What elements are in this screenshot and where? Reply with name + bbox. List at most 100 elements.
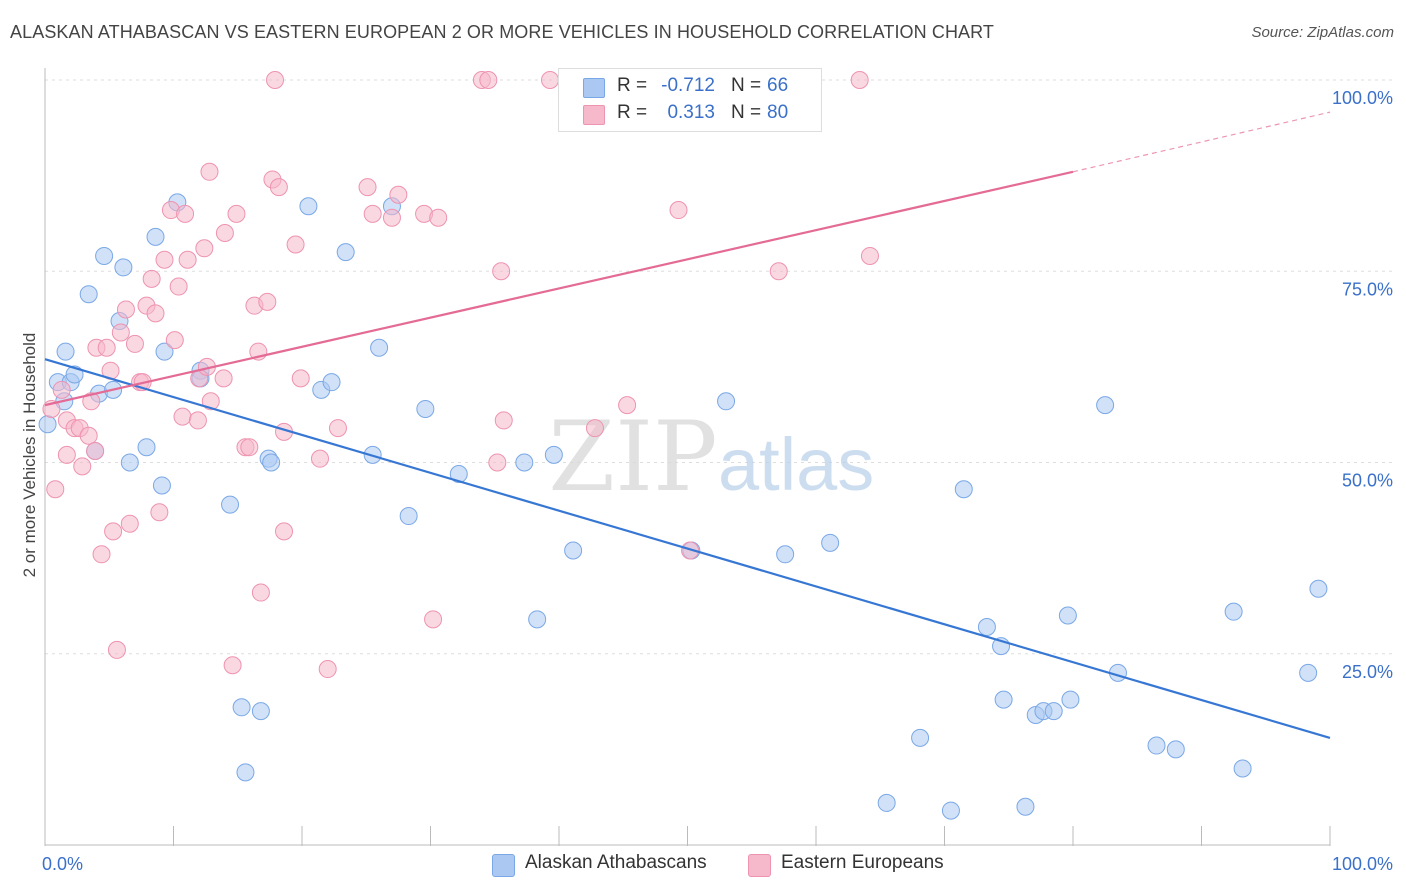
athabascan-point [1058,606,1077,625]
n-value: 80 [767,102,789,123]
athabascan-point [776,545,795,564]
athabascan-point [941,801,960,820]
eastern-european-point [169,277,188,296]
eastern-european-point [201,392,220,411]
trendline-eastern-european-extension [1072,111,1331,173]
eastern-european-point [120,514,139,533]
n-label: N = [731,75,762,96]
eastern-european-point [618,396,637,415]
r-value: -0.712 [661,75,715,96]
legend-swatch-athabascan [492,854,515,877]
athabascan-point [821,533,840,552]
athabascan-point [1233,759,1252,778]
eastern-european-point [585,419,604,438]
source-label: Source: ZipAtlas.com [1251,24,1394,41]
eastern-european-point [860,246,879,265]
athabascan-point [152,476,171,495]
eastern-european-point [240,438,259,457]
n-label: N = [731,102,762,123]
eastern-european-point [176,204,195,223]
eastern-european-point [97,338,116,357]
eastern-european-point [269,178,288,197]
eastern-european-point [92,545,111,564]
eastern-european-point [328,419,347,438]
trendline-athabascan [44,358,1331,739]
athabascan-point [717,392,736,411]
athabascan-point [994,690,1013,709]
eastern-european-point [227,204,246,223]
athabascan-point [155,342,174,361]
eastern-european-point [681,541,700,560]
eastern-european-point [494,411,513,430]
eastern-european-point [850,71,869,89]
eastern-european-point [150,503,169,522]
athabascan-point [370,338,389,357]
eastern-european-point [46,480,65,499]
athabascan-point [120,453,139,472]
watermark-atlas: atlas [718,423,874,506]
eastern-european-point [165,331,184,350]
eastern-european-point [82,392,101,411]
athabascan-point [911,728,930,747]
eastern-european-point [142,269,161,288]
athabascan-point [1147,736,1166,755]
eastern-european-point [479,71,498,89]
athabascan-point [954,480,973,499]
eastern-european-point [73,457,92,476]
eastern-european-point [125,334,144,353]
athabascan-point [877,793,896,812]
eastern-european-point [258,292,277,311]
eastern-european-point [104,522,123,541]
eastern-european-point [769,262,788,281]
gridlines [45,79,1395,655]
athabascan-point [336,243,355,262]
eastern-european-point [310,449,329,468]
legend-label: Alaskan Athabascans [525,852,707,873]
eastern-european-point [291,369,310,388]
athabascan-point [1224,602,1243,621]
watermark-zip: ZIP [548,401,717,513]
eastern-european-point [111,323,130,342]
chart-title: ALASKAN ATHABASCAN VS EASTERN EUROPEAN 2… [10,22,995,42]
x-tick-label: 0.0% [42,854,83,874]
athabascan-point [322,373,341,392]
athabascan-point [137,438,156,457]
r-value: 0.313 [667,102,715,123]
watermark: ZIP atlas [548,401,874,513]
athabascan-point [251,702,270,721]
athabascan-point [399,507,418,526]
athabascan-point [1096,396,1115,415]
r-label: R = [617,102,648,123]
eastern-european-point [215,224,234,242]
eastern-european-point [223,656,242,675]
eastern-european-point [275,522,294,541]
eastern-european-point [363,204,382,223]
eastern-european-point [488,453,507,472]
eastern-european-point [155,250,174,269]
eastern-european-point [107,640,126,659]
y-tick-label: 100.0% [1332,88,1393,108]
eastern-european-point [669,201,688,220]
stats-swatch-eastern-european [583,105,605,125]
n-value: 66 [767,75,789,96]
eastern-european-point [146,304,165,323]
eastern-european-point [178,250,197,269]
eastern-european-point [200,162,219,181]
eastern-european-point [492,262,511,281]
eastern-european-point [79,426,98,445]
eastern-european-point [86,442,105,461]
axes [44,68,1331,846]
y-tick-label: 75.0% [1342,279,1393,299]
athabascan-point [56,342,75,361]
eastern-european-point [266,71,285,89]
x-tick-label: 100.0% [1332,854,1393,874]
athabascan-point [564,541,583,560]
athabascan-point [416,399,435,418]
athabascan-point [236,763,255,782]
eastern-european-point [424,610,443,629]
athabascan-point [515,453,534,472]
athabascan-point [38,415,57,434]
athabascan-point [146,227,165,246]
eastern-european-point [195,239,214,258]
y-axis-label: 2 or more Vehicles in Household [20,332,39,578]
